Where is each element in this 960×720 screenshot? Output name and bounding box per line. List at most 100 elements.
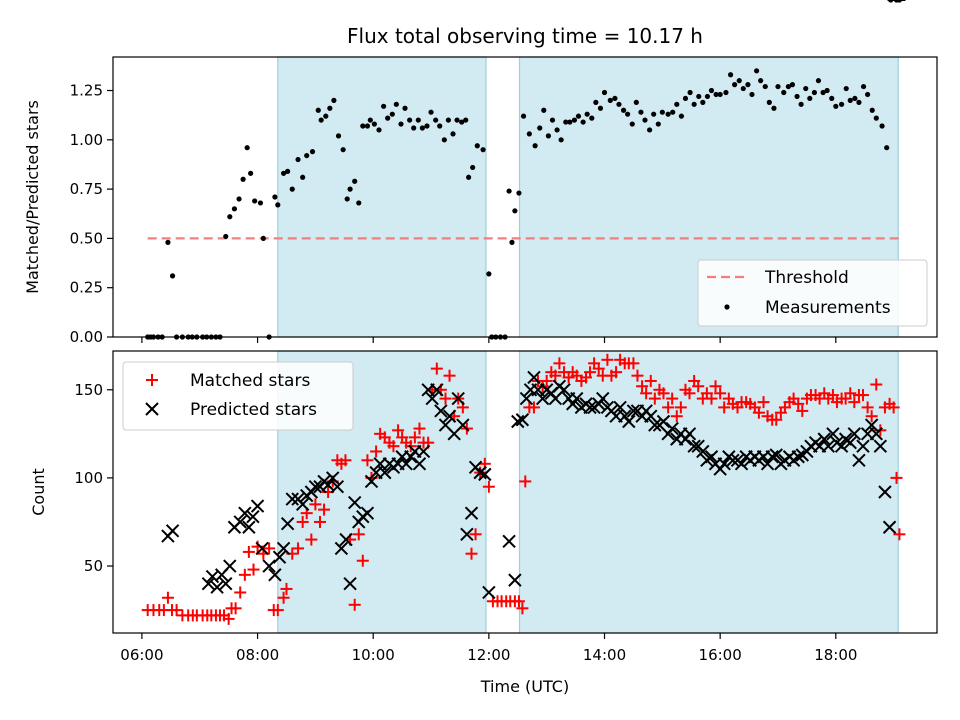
measurement-point xyxy=(381,103,387,109)
matched-point xyxy=(247,563,260,576)
matched-point xyxy=(387,440,400,453)
predicted-point xyxy=(626,404,641,418)
predicted-point xyxy=(508,573,522,587)
measurement-point xyxy=(340,147,346,153)
measurement-point xyxy=(687,89,693,96)
legend-measurements-swatch xyxy=(724,304,730,310)
measurement-point xyxy=(537,125,543,131)
measurement-point xyxy=(607,97,613,103)
measurement-point xyxy=(415,117,421,123)
measurement-point xyxy=(474,143,480,149)
predicted-point xyxy=(434,404,448,418)
predicted-point xyxy=(511,414,525,429)
measurement-point xyxy=(227,214,233,220)
count-y-tick-label: 150 xyxy=(74,381,103,399)
predicted-point xyxy=(246,509,260,524)
measurement-point xyxy=(433,117,439,123)
matched-point xyxy=(610,366,623,379)
matched-point xyxy=(161,591,174,604)
time-x-tick-label: 12:00 xyxy=(467,646,510,664)
matched-point xyxy=(222,612,235,625)
measurement-point xyxy=(364,123,371,129)
measurement-point xyxy=(869,107,875,113)
measurement-point xyxy=(820,89,826,96)
measurement-point xyxy=(642,117,648,123)
measurement-point xyxy=(280,170,287,176)
measurement-point xyxy=(732,82,738,88)
measurement-point xyxy=(371,121,377,127)
predicted-point xyxy=(843,435,857,450)
measurement-point xyxy=(450,131,456,137)
measurement-point xyxy=(593,99,599,105)
matched-point xyxy=(271,604,284,617)
measurement-point xyxy=(506,188,512,194)
measurement-point xyxy=(651,111,657,117)
matched-point xyxy=(516,602,529,615)
measurement-point xyxy=(815,78,822,84)
measurement-point xyxy=(360,123,366,129)
matched-point xyxy=(848,396,861,409)
predicted-point xyxy=(656,414,671,429)
measurement-point xyxy=(758,78,764,84)
predicted-point xyxy=(360,506,375,520)
matched-point xyxy=(584,366,597,379)
ratio-y-tick-label: 0.75 xyxy=(70,180,103,198)
predicted-point xyxy=(442,409,457,423)
predicted-point xyxy=(242,520,256,534)
measurement-point xyxy=(696,93,702,100)
measurement-point xyxy=(526,131,532,137)
measurement-point xyxy=(856,99,862,105)
matched-point xyxy=(352,528,365,541)
measurement-point xyxy=(407,117,413,123)
matched-point xyxy=(305,533,318,546)
predicted-point xyxy=(696,444,710,459)
measurement-point xyxy=(665,111,671,117)
measurement-point xyxy=(466,174,472,180)
predicted-point xyxy=(262,559,276,573)
ratio-legend: Threshold Measurements xyxy=(697,259,928,327)
legend-threshold-label: Threshold xyxy=(764,268,849,288)
measurement-point xyxy=(470,164,476,171)
measurement-point xyxy=(563,119,569,125)
predicted-point xyxy=(165,524,180,538)
predicted-point xyxy=(343,576,357,591)
matched-point xyxy=(796,404,809,417)
time-x-tick-label: 14:00 xyxy=(583,646,626,664)
matched-point xyxy=(865,410,878,423)
matched-point xyxy=(644,374,657,387)
ratio-panel: 0.00 0.25 0.50 0.75 1.00 1.25 Matched/Predict… xyxy=(23,0,938,346)
matched-point xyxy=(870,378,883,391)
matched-point xyxy=(280,582,293,595)
matched-point xyxy=(887,401,900,414)
measurement-point xyxy=(441,137,447,143)
legend-matched-swatch xyxy=(146,374,158,386)
predicted-point xyxy=(339,532,353,547)
measurement-point xyxy=(843,85,849,92)
measurement-point xyxy=(169,273,176,279)
measurement-point xyxy=(601,89,608,96)
matched-point xyxy=(662,401,675,414)
measurement-point xyxy=(633,99,639,105)
time-x-tick-label: 18:00 xyxy=(814,646,857,664)
matched-point xyxy=(844,387,857,400)
matched-point xyxy=(348,598,361,611)
measurement-point xyxy=(678,113,685,119)
matched-point xyxy=(238,568,251,581)
matched-point xyxy=(705,392,718,405)
predicted-point xyxy=(873,439,888,453)
predicted-point xyxy=(250,499,265,513)
predicted-point xyxy=(687,439,701,453)
measurement-point xyxy=(437,123,443,129)
measurement-point xyxy=(520,113,527,119)
matched-point xyxy=(890,471,903,484)
measurement-point xyxy=(295,156,301,163)
measurement-point xyxy=(558,137,564,143)
matched-point xyxy=(242,545,255,558)
measurement-point xyxy=(300,174,306,180)
predicted-point xyxy=(308,480,323,494)
count-panel: 50 100 150 06:00 08:00 10:00 12:00 14:00 16:00 1… xyxy=(29,0,938,696)
predicted-point xyxy=(704,450,719,464)
measurement-point xyxy=(704,93,711,100)
measurement-point xyxy=(459,119,465,125)
predicted-point xyxy=(223,559,237,573)
